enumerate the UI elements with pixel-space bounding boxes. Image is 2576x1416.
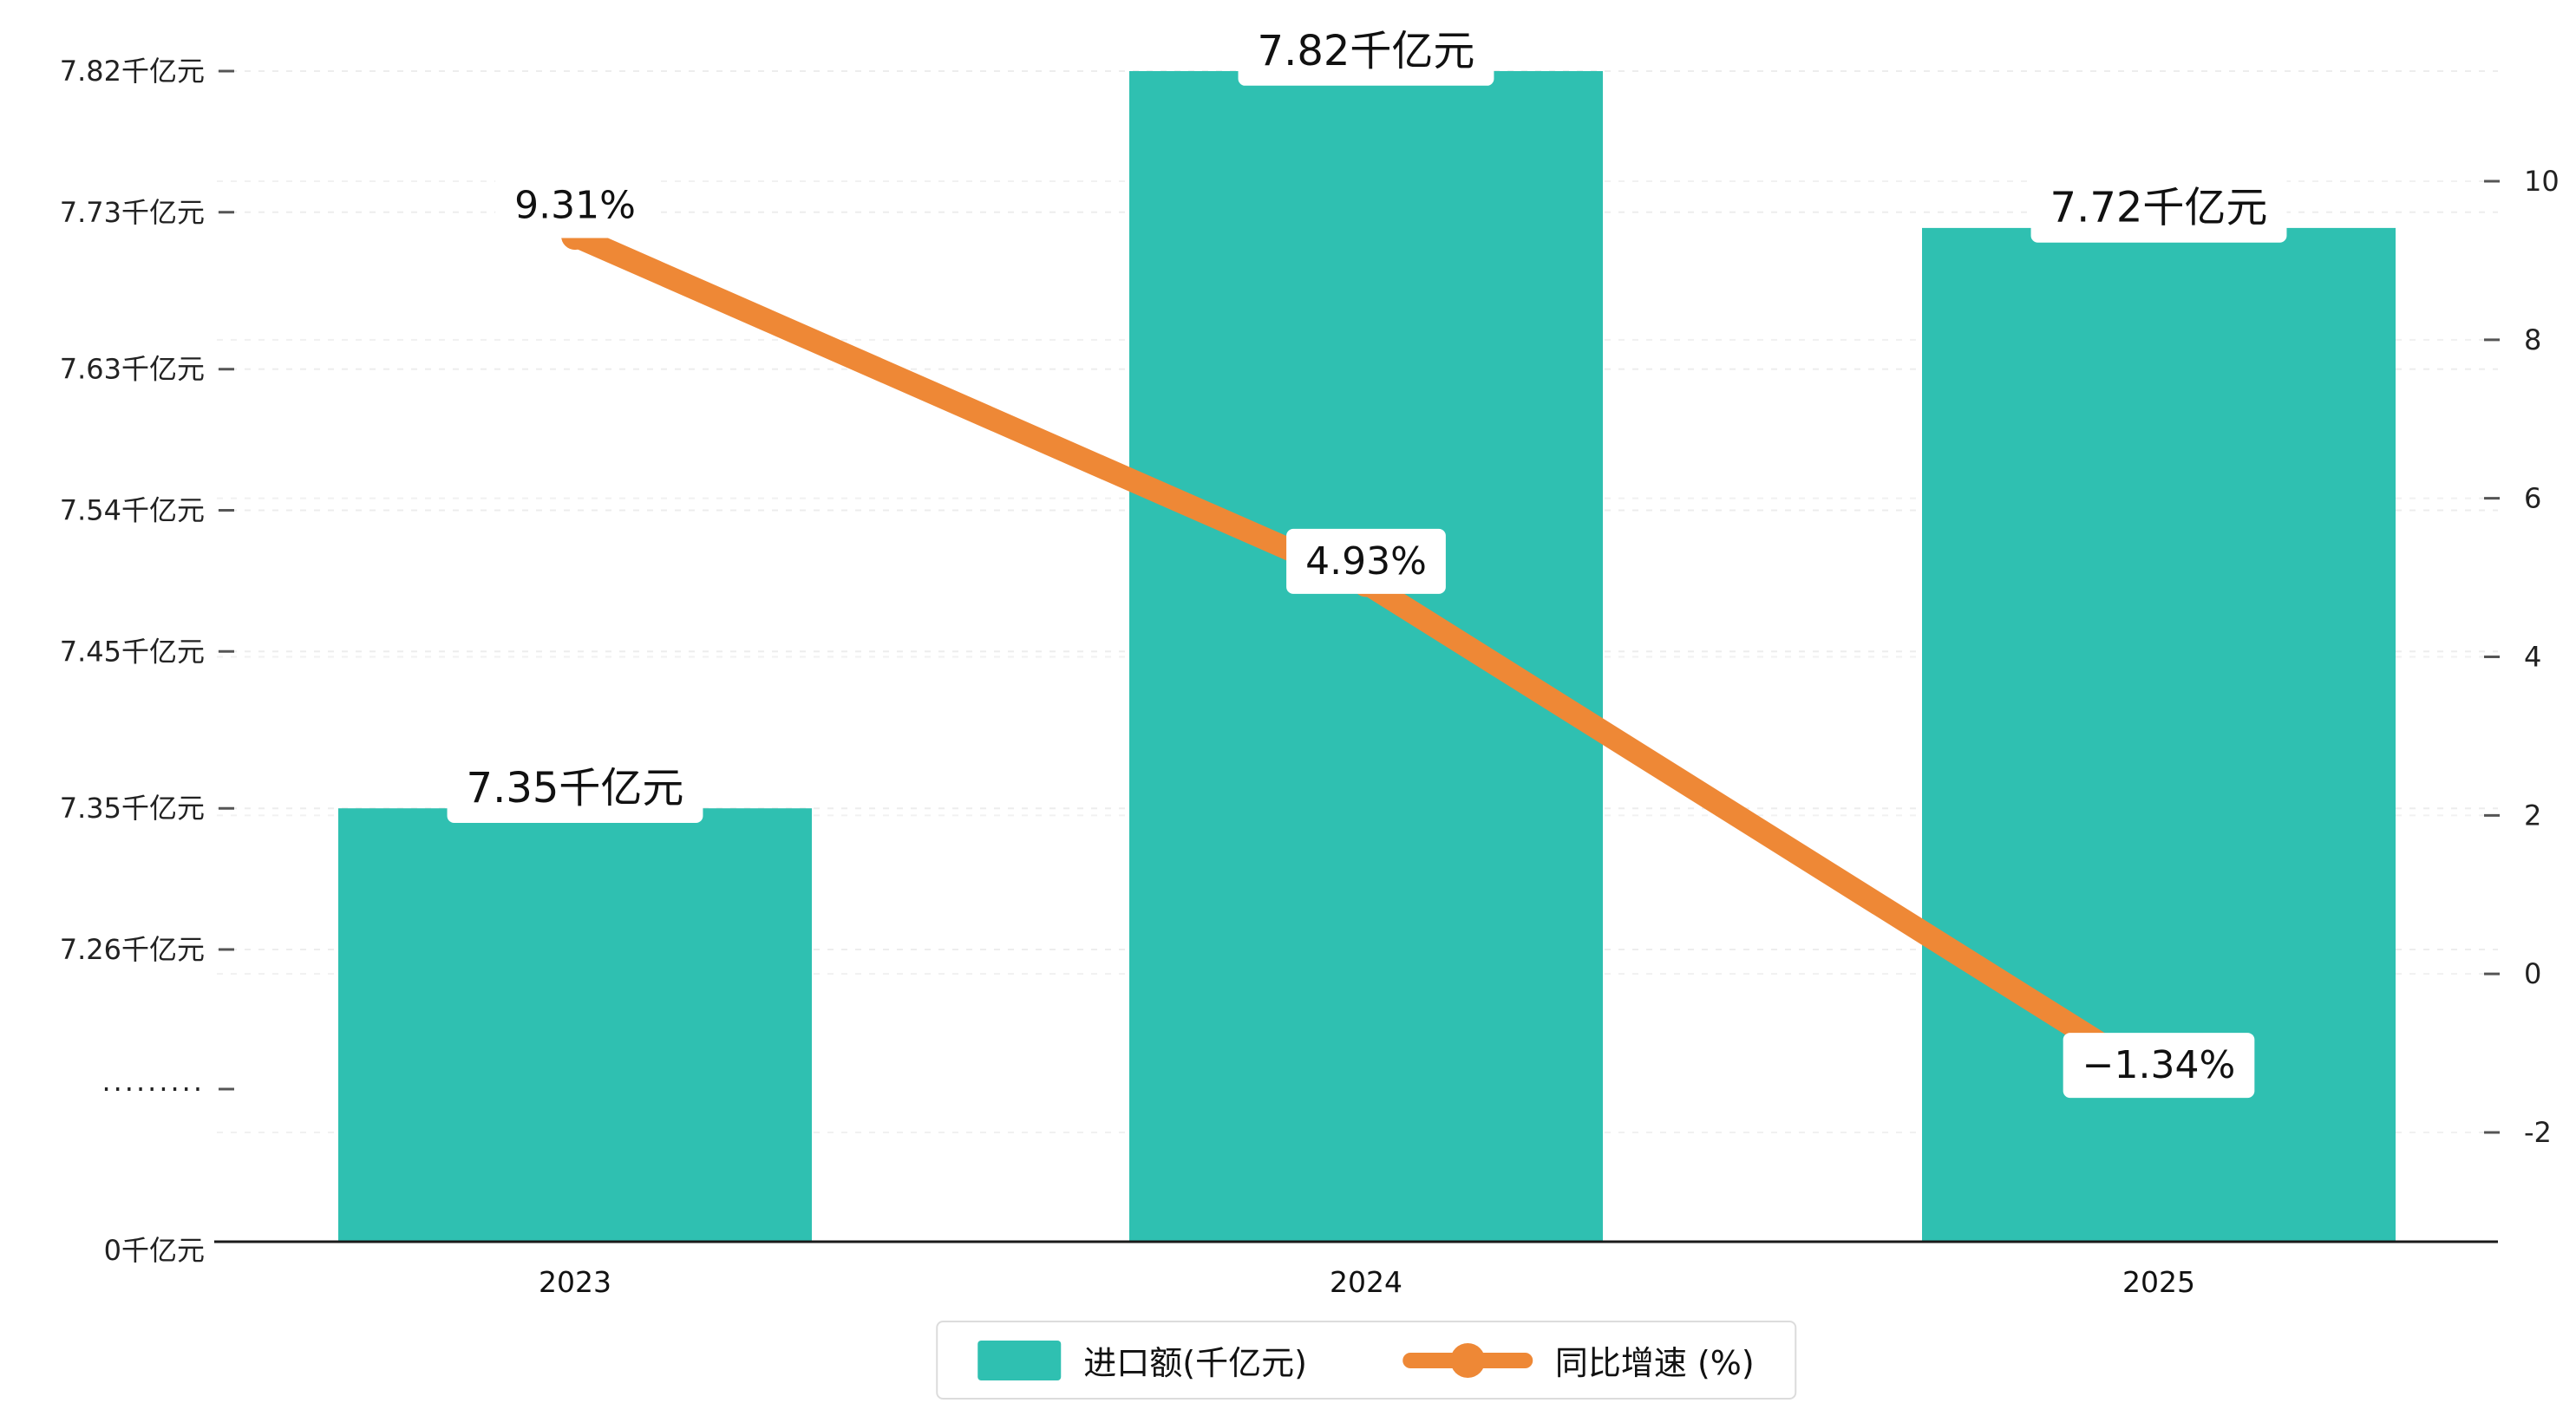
growth-value-2023-text: 9.31% [514,183,636,227]
legend: 进口额(千亿元) 同比增速 (%) [936,1321,1796,1400]
right-tick-label: 6 [2524,482,2541,515]
left-tick-label: 7.73千亿元 [60,196,205,229]
bar-2023[interactable] [338,808,812,1242]
line-dot-icon [1449,1342,1485,1378]
bar-value-2024-box [1238,16,1494,86]
x-axis-label-2023: 2023 [539,1265,611,1299]
line-marker-icon [1402,1342,1533,1378]
legend-item-growth[interactable]: 同比增速 (%) [1402,1336,1755,1384]
growth-value-2025-box [2063,1033,2255,1099]
left-tick-label: 7.26千亿元 [60,933,205,966]
bar-swatch-icon [977,1340,1062,1380]
legend-item-imports[interactable]: 进口额(千亿元) [977,1336,1307,1384]
right-tick-label: 2 [2524,799,2541,832]
bar-value-2024-text: 7.82千亿元 [1258,27,1475,75]
growth-value-2025-text: −1.34% [2082,1043,2236,1087]
left-axis-break-label: ········· [101,1073,205,1106]
right-tick-label: 10 [2524,165,2560,198]
growth-value-2024-text: 4.93% [1305,539,1427,584]
bar-value-2025-box [2030,173,2287,243]
right-tick-label: 8 [2524,323,2541,356]
left-tick-label: 7.63千亿元 [60,353,205,386]
bar-2024[interactable] [1129,71,1603,1242]
right-tick-label: 0 [2524,957,2541,990]
legend-label-growth: 同比增速 (%) [1554,1344,1755,1382]
left-tick-label: 7.35千亿元 [60,792,205,825]
growth-value-2023-box [495,173,655,238]
right-tick-label: -2 [2524,1116,2552,1149]
bar-value-2023-box [447,753,703,823]
x-axis-label-2025: 2025 [2122,1265,2195,1299]
bar-value-2023-text: 7.35千亿元 [467,764,684,812]
legend-label-imports: 进口额(千亿元) [1083,1344,1307,1382]
growth-value-2024-box [1286,528,1446,594]
left-tick-label-zero: 0千亿元 [104,1234,205,1267]
left-tick-label: 7.45千亿元 [60,635,205,668]
bar-value-2025-text: 7.72千亿元 [2050,184,2268,232]
left-tick-label: 7.54千亿元 [60,494,205,527]
x-axis-label-2024: 2024 [1330,1265,1402,1299]
left-tick-label: 7.82千亿元 [60,55,205,88]
right-tick-label: 4 [2524,641,2541,674]
